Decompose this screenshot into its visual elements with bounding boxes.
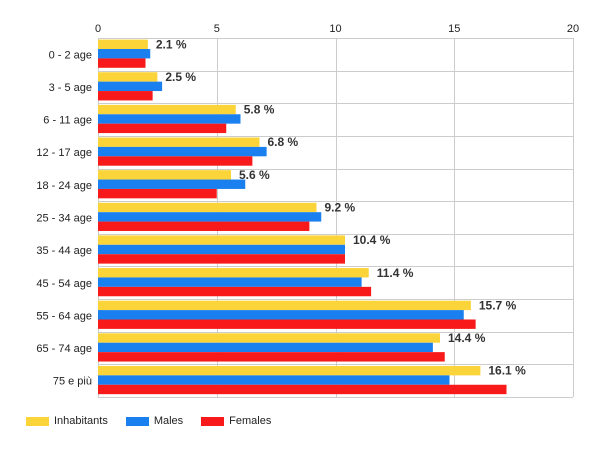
category-label: 55 - 64 age xyxy=(36,310,92,322)
legend-label-females: Females xyxy=(229,415,272,427)
bar-inhabitants-0[interactable] xyxy=(98,39,148,49)
bar-inhabitants-10[interactable] xyxy=(98,365,481,376)
bar-males-7[interactable] xyxy=(98,277,362,287)
bar-males-6[interactable] xyxy=(98,244,345,255)
bar-inhabitants-4[interactable] xyxy=(98,170,231,180)
x-tick-label: 5 xyxy=(214,23,220,35)
legend-item-males[interactable]: Males xyxy=(125,415,184,427)
bar-females-6[interactable] xyxy=(98,254,345,264)
bar-males-5[interactable] xyxy=(98,212,322,222)
category-label: 3 - 5 age xyxy=(49,82,92,94)
bar-females-4[interactable] xyxy=(98,188,217,199)
category-label: 45 - 54 age xyxy=(36,278,92,290)
data-label: 9.2 % xyxy=(325,200,356,214)
bar-females-0[interactable] xyxy=(98,58,146,68)
bar-inhabitants-5[interactable] xyxy=(98,202,317,213)
bar-males-3[interactable] xyxy=(98,146,267,157)
category-label: 75 e più xyxy=(53,376,92,388)
data-labels: 2.1 % 2.5 % 5.8 % 6.8 % 5.6 % 9.2 % 10.4 % 11.4… xyxy=(156,37,526,377)
bars xyxy=(98,39,507,395)
bar-inhabitants-9[interactable] xyxy=(98,333,440,343)
legend-swatch-inhabitants xyxy=(26,416,49,426)
bar-females-3[interactable] xyxy=(98,156,253,166)
bar-inhabitants-6[interactable] xyxy=(98,235,345,245)
bar-females-1[interactable] xyxy=(98,91,153,101)
bar-females-7[interactable] xyxy=(98,286,372,297)
data-label: 16.1 % xyxy=(488,364,526,378)
data-label: 2.5 % xyxy=(165,70,196,84)
category-label: 25 - 34 age xyxy=(36,213,92,225)
legend-item-inhabitants[interactable]: Inhabitants xyxy=(26,415,108,427)
bar-inhabitants-3[interactable] xyxy=(98,137,260,147)
bar-females-9[interactable] xyxy=(98,352,445,362)
x-tick-label: 15 xyxy=(448,23,460,35)
legend-swatch-males xyxy=(125,416,149,426)
category-label: 6 - 11 age xyxy=(43,115,92,127)
bar-males-9[interactable] xyxy=(98,342,433,353)
data-label: 6.8 % xyxy=(268,135,299,149)
bar-males-2[interactable] xyxy=(98,114,241,124)
data-label: 10.4 % xyxy=(353,233,391,247)
bar-inhabitants-8[interactable] xyxy=(98,300,471,311)
gridlines xyxy=(98,38,574,398)
x-tick-label: 0 xyxy=(95,23,101,35)
category-label: 0 - 2 age xyxy=(49,49,92,61)
legend-swatch-females xyxy=(201,416,225,426)
x-tick-label: 10 xyxy=(329,23,341,35)
bar-inhabitants-7[interactable] xyxy=(98,268,369,278)
bar-males-10[interactable] xyxy=(98,375,450,385)
bar-males-1[interactable] xyxy=(98,81,163,92)
bar-males-0[interactable] xyxy=(98,49,151,59)
x-tick-label: 20 xyxy=(567,23,579,35)
legend-label-males: Males xyxy=(153,415,184,427)
bar-inhabitants-2[interactable] xyxy=(98,104,236,115)
bar-females-5[interactable] xyxy=(98,221,310,231)
bar-inhabitants-1[interactable] xyxy=(98,72,158,82)
legend: Inhabitants Males Females xyxy=(26,415,289,427)
category-label: 18 - 24 age xyxy=(36,180,92,192)
x-axis-ticks: 0 5 10 15 20 xyxy=(95,23,579,35)
bar-males-4[interactable] xyxy=(98,179,246,189)
category-label: 12 - 17 age xyxy=(36,147,92,159)
category-label: 35 - 44 age xyxy=(36,245,92,257)
data-label: 2.1 % xyxy=(156,37,187,51)
data-label: 14.4 % xyxy=(448,331,486,345)
y-axis-category-labels: 0 - 2 age 3 - 5 age 6 - 11 age 12 - 17 age 1… xyxy=(36,49,92,387)
bar-females-8[interactable] xyxy=(98,319,476,329)
category-label: 65 - 74 age xyxy=(36,343,92,355)
data-label: 5.6 % xyxy=(239,168,270,182)
legend-item-females[interactable]: Females xyxy=(201,415,271,427)
bar-females-10[interactable] xyxy=(98,384,507,395)
bar-females-2[interactable] xyxy=(98,123,227,134)
data-label: 15.7 % xyxy=(479,298,517,312)
data-label: 5.8 % xyxy=(244,103,275,117)
bar-males-8[interactable] xyxy=(98,310,464,320)
legend-label-inhabitants: Inhabitants xyxy=(54,415,108,427)
data-label: 11.4 % xyxy=(377,266,414,280)
